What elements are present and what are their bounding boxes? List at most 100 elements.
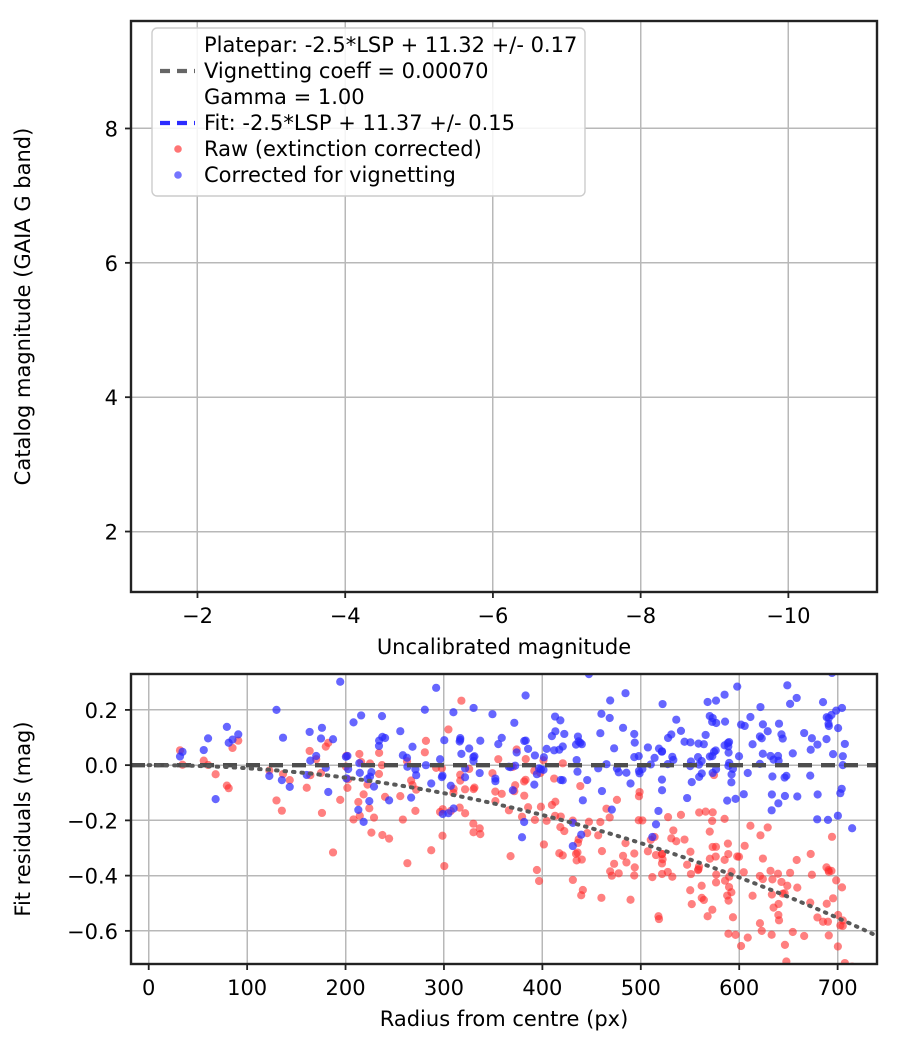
data-point (324, 787, 333, 797)
data-point (542, 744, 551, 753)
plot-frame (129, 672, 879, 966)
data-point (521, 691, 530, 700)
data-point (758, 874, 767, 884)
data-point (837, 883, 847, 892)
data-point (687, 900, 696, 909)
data-point (272, 796, 281, 805)
y-axis-title: Fit residuals (mag) (11, 721, 35, 916)
legend-label: Raw (extinction corrected) (204, 137, 482, 161)
data-point (723, 796, 732, 805)
data-point (774, 719, 784, 728)
data-point (657, 747, 667, 756)
data-point (697, 769, 706, 778)
data-point (610, 859, 619, 868)
data-point (438, 831, 447, 840)
data-point (607, 871, 616, 880)
data-point (558, 742, 567, 751)
y-tick-label: −0.2 (67, 809, 118, 833)
data-point (408, 742, 417, 751)
data-point (833, 942, 842, 951)
data-point (375, 748, 384, 757)
data-point (380, 733, 390, 743)
data-point (317, 808, 327, 818)
residual-series-corrected (175, 674, 857, 851)
data-point (793, 792, 802, 801)
data-point (199, 745, 208, 755)
data-point (306, 756, 315, 765)
data-point (767, 790, 776, 799)
data-point (828, 894, 838, 903)
data-point (469, 828, 478, 837)
data-point (621, 839, 630, 848)
residual-series-raw (175, 696, 856, 964)
residual-data-layer (131, 674, 877, 964)
data-point (573, 848, 582, 857)
data-point (788, 927, 797, 937)
data-point (488, 710, 497, 719)
data-point (793, 883, 802, 892)
x-axis-title: Radius from centre (px) (380, 1007, 629, 1031)
data-point (711, 878, 721, 887)
data-point (520, 791, 529, 800)
data-point (420, 748, 429, 757)
y-tick-label: −0.6 (67, 920, 118, 944)
data-point (551, 797, 560, 806)
data-point (367, 768, 376, 777)
data-point (508, 786, 517, 795)
y-tick-label: −0.4 (67, 865, 118, 889)
data-point (421, 761, 431, 770)
legend-item: Gamma = 1.00 (204, 85, 365, 109)
data-point (767, 890, 776, 899)
legend-marker-swatch (174, 145, 182, 153)
data-point (848, 824, 857, 833)
data-point (618, 723, 628, 732)
data-point (312, 751, 321, 761)
data-point (828, 750, 838, 759)
data-point (638, 816, 647, 825)
data-point (756, 702, 765, 712)
data-point (676, 810, 686, 819)
data-point (630, 871, 639, 880)
legend-marker-swatch (174, 171, 182, 179)
data-point (840, 739, 849, 749)
data-point (731, 930, 740, 939)
data-point (510, 718, 519, 727)
data-point (778, 734, 787, 743)
data-point (497, 789, 506, 798)
fit-residuals-plot: 0 100 200 300 400 500 600 700 0.2 0.0 −0.2 −0.4 −0.6… (11, 672, 879, 1031)
data-point (733, 682, 742, 691)
data-point (349, 815, 358, 824)
data-point (727, 888, 736, 897)
data-point (517, 833, 527, 842)
data-point (178, 747, 187, 756)
data-point (740, 721, 749, 731)
vignetting-model-curve (146, 763, 877, 937)
data-point (686, 869, 696, 879)
x-tick-label: 700 (818, 976, 858, 1000)
y-tick-label: 0.0 (85, 754, 118, 778)
data-point (618, 851, 628, 860)
data-point (622, 768, 631, 777)
data-point (703, 912, 712, 921)
data-point (708, 816, 717, 826)
data-point (768, 772, 777, 781)
data-point (444, 725, 453, 734)
data-point (403, 859, 412, 868)
data-point (720, 814, 729, 824)
data-point (766, 866, 775, 875)
data-point (786, 868, 795, 877)
data-point (222, 722, 231, 731)
data-point (396, 727, 405, 736)
data-point (475, 768, 484, 778)
data-point (680, 835, 689, 844)
data-point (746, 821, 755, 830)
data-point (612, 795, 622, 804)
x-tick-label: 100 (227, 976, 267, 1000)
data-point (658, 699, 667, 709)
data-point (357, 711, 366, 720)
data-point (837, 784, 846, 793)
data-point (727, 778, 736, 787)
data-point (328, 848, 338, 857)
x-tick-label: 300 (424, 976, 464, 1000)
plot-frame (129, 19, 879, 594)
